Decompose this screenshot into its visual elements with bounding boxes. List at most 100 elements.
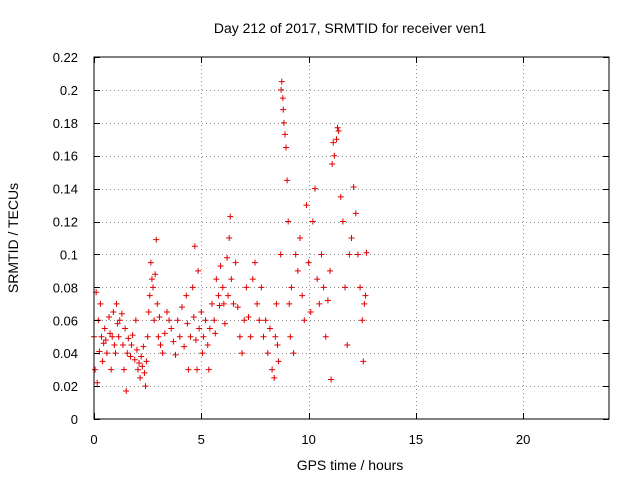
plot-frame: [93, 56, 610, 420]
data-point: [212, 330, 219, 337]
data-point: [109, 333, 116, 340]
y-tick-label: 0.04: [53, 346, 78, 361]
data-point: [232, 259, 239, 266]
data-point: [256, 317, 263, 324]
data-point: [111, 341, 118, 348]
y-tick-label: 0.06: [53, 313, 78, 328]
data-point: [132, 317, 139, 324]
data-point: [213, 276, 220, 283]
data-point: [273, 300, 280, 307]
data-point: [281, 131, 288, 138]
data-point: [346, 251, 353, 258]
data-point: [113, 300, 120, 307]
data-point: [121, 366, 128, 373]
data-point: [107, 330, 114, 337]
data-point: [303, 202, 310, 209]
data-point: [152, 271, 159, 278]
data-point: [209, 300, 216, 307]
x-tick-label: 0: [90, 432, 97, 447]
data-point: [361, 300, 368, 307]
data-point: [199, 350, 206, 357]
data-point: [101, 325, 108, 332]
data-point: [187, 333, 194, 340]
data-point: [196, 325, 203, 332]
data-point: [157, 341, 164, 348]
grid-lines: [94, 57, 609, 419]
data-point: [234, 304, 241, 311]
y-tick-label: 0.12: [53, 215, 78, 230]
data-point: [150, 284, 157, 291]
data-point: [220, 300, 227, 307]
data-point: [178, 304, 185, 311]
data-point: [225, 292, 232, 299]
data-point: [266, 325, 273, 332]
data-point: [251, 259, 258, 266]
data-point: [335, 128, 342, 135]
y-tick-label: 0: [71, 412, 78, 427]
data-point: [142, 383, 149, 390]
data-point: [122, 325, 129, 332]
data-point: [115, 333, 122, 340]
data-point: [328, 376, 335, 383]
data-point: [269, 366, 276, 373]
data-point: [288, 284, 295, 291]
data-point: [131, 356, 138, 363]
data-point: [272, 333, 279, 340]
data-point: [333, 136, 340, 143]
x-tick-label: 20: [516, 432, 530, 447]
data-point: [154, 300, 161, 307]
data-point: [243, 284, 250, 291]
data-point: [137, 374, 144, 381]
data-point: [348, 235, 355, 241]
data-point: [144, 333, 151, 340]
data-point: [159, 350, 166, 357]
data-point: [116, 317, 123, 324]
data-point: [100, 340, 107, 347]
y-tick-label: 0.22: [53, 50, 78, 65]
data-point: [94, 379, 101, 386]
data-point: [184, 320, 191, 327]
data-point: [147, 259, 154, 266]
y-tick-label: 0.18: [53, 116, 78, 131]
data-point: [352, 210, 359, 217]
data-point: [211, 317, 218, 324]
data-point: [228, 276, 235, 283]
data-point: [224, 254, 231, 261]
y-tick-label: 0.1: [60, 247, 78, 262]
y-tick-label: 0.14: [53, 182, 78, 197]
data-point: [97, 300, 104, 307]
data-point: [148, 276, 155, 283]
data-point: [156, 313, 163, 320]
data-point: [330, 139, 337, 146]
data-point: [316, 300, 323, 307]
y-axis-label: SRMTID / TECUs: [5, 183, 21, 293]
data-point: [292, 251, 299, 258]
data-point: [284, 177, 291, 184]
data-point: [275, 358, 282, 365]
data-point: [102, 337, 109, 344]
data-point: [112, 350, 119, 357]
data-point: [155, 333, 162, 340]
data-point: [125, 335, 132, 342]
data-point: [106, 313, 113, 320]
data-point: [280, 119, 287, 126]
data-point: [344, 341, 351, 348]
data-point: [143, 358, 150, 365]
data-point: [309, 218, 316, 225]
y-tick-label: 0.16: [53, 149, 78, 164]
data-point: [297, 235, 303, 241]
data-point: [363, 249, 370, 256]
y-tick-label: 0.02: [53, 379, 78, 394]
x-tick-label: 5: [198, 432, 205, 447]
data-point: [168, 325, 175, 332]
data-point: [241, 317, 248, 324]
data-point: [318, 251, 325, 258]
data-point: [195, 267, 202, 274]
data-point: [287, 333, 294, 340]
data-point: [239, 350, 246, 357]
data-point: [118, 310, 125, 317]
x-tick-label: 15: [409, 432, 423, 447]
data-point: [92, 366, 99, 373]
axis-ticks: [94, 57, 609, 420]
data-point: [216, 302, 223, 309]
